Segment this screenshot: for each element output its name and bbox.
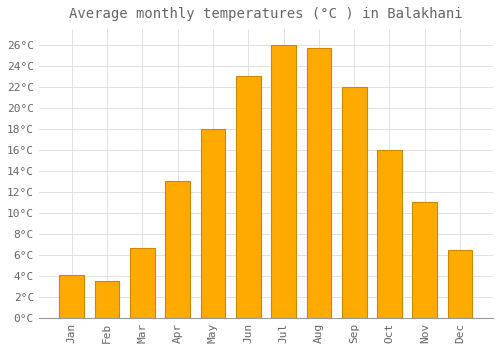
Bar	[236, 76, 260, 318]
Bar	[94, 281, 120, 318]
Bar	[448, 250, 472, 318]
Bar	[271, 45, 296, 318]
Bar	[412, 202, 437, 318]
Bar	[60, 275, 84, 318]
Bar	[377, 150, 402, 318]
Bar	[342, 87, 366, 318]
Bar	[200, 129, 226, 318]
Bar	[306, 48, 331, 318]
Title: Average monthly temperatures (°C ) in Balakhani: Average monthly temperatures (°C ) in Ba…	[69, 7, 462, 21]
Bar	[130, 247, 155, 318]
Bar	[166, 181, 190, 318]
